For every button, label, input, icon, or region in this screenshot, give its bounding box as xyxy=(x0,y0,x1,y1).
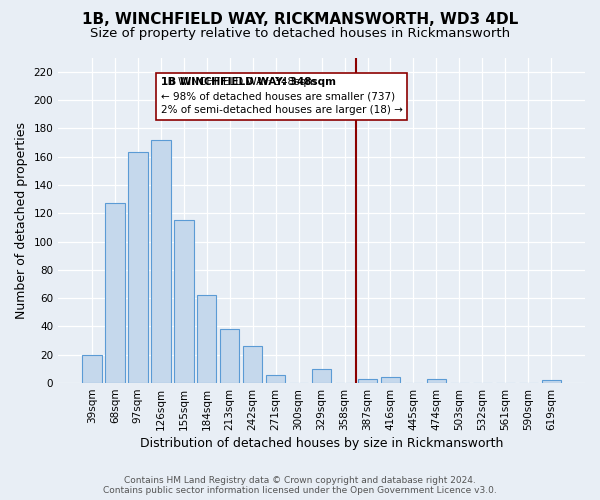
Bar xyxy=(105,204,125,383)
Text: 1B WINCHFIELD WAY: 348sqm
← 98% of detached houses are smaller (737)
2% of semi-: 1B WINCHFIELD WAY: 348sqm ← 98% of detac… xyxy=(161,78,403,116)
Text: 1B WINCHFIELD WAY: 348sqm: 1B WINCHFIELD WAY: 348sqm xyxy=(161,78,336,88)
X-axis label: Distribution of detached houses by size in Rickmansworth: Distribution of detached houses by size … xyxy=(140,437,503,450)
Bar xyxy=(220,330,239,383)
Bar xyxy=(542,380,561,383)
Bar xyxy=(174,220,194,383)
Bar xyxy=(358,379,377,383)
Bar xyxy=(197,296,217,383)
Text: 1B, WINCHFIELD WAY, RICKMANSWORTH, WD3 4DL: 1B, WINCHFIELD WAY, RICKMANSWORTH, WD3 4… xyxy=(82,12,518,26)
Bar xyxy=(151,140,170,383)
Bar xyxy=(128,152,148,383)
Bar xyxy=(82,355,101,383)
Text: Contains HM Land Registry data © Crown copyright and database right 2024.
Contai: Contains HM Land Registry data © Crown c… xyxy=(103,476,497,495)
Y-axis label: Number of detached properties: Number of detached properties xyxy=(15,122,28,319)
Bar xyxy=(381,378,400,383)
Text: Size of property relative to detached houses in Rickmansworth: Size of property relative to detached ho… xyxy=(90,28,510,40)
Bar xyxy=(312,369,331,383)
Bar xyxy=(266,374,286,383)
Bar xyxy=(427,379,446,383)
Bar xyxy=(243,346,262,383)
